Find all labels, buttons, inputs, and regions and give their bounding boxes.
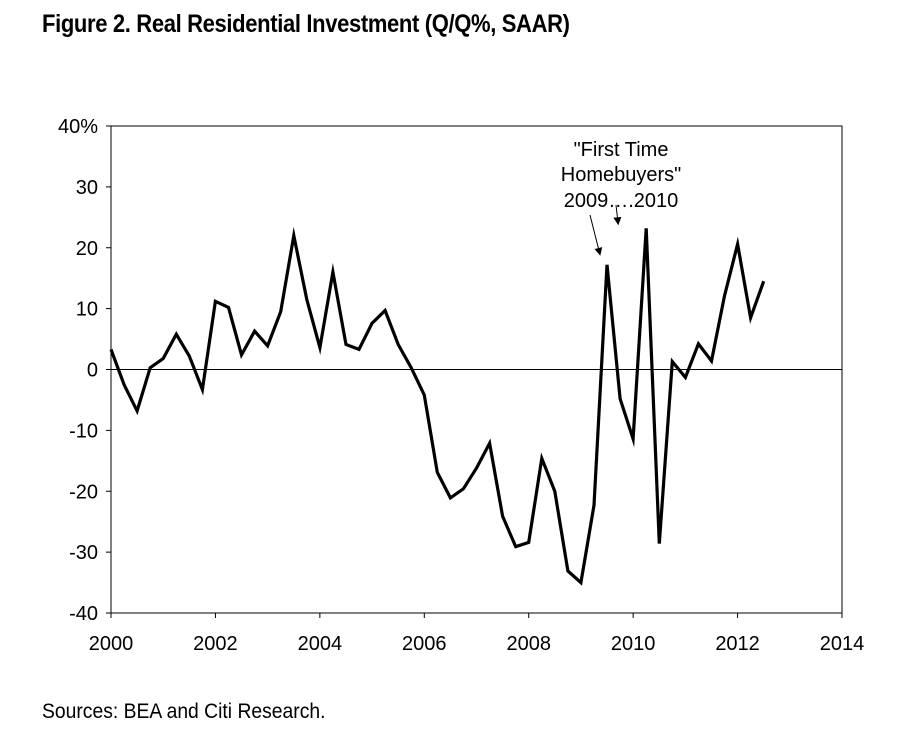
x-tick-label: 2008 [506, 633, 551, 655]
y-tick-label: 40% [58, 116, 98, 138]
annotation-arrow [613, 204, 622, 226]
x-tick-label: 2000 [89, 633, 134, 655]
x-tick-label: 2004 [298, 633, 343, 655]
y-tick-label: -20 [69, 481, 98, 503]
x-tick-label: 2014 [820, 633, 865, 655]
x-tick-label: 2002 [193, 633, 238, 655]
y-tick-label: -40 [69, 603, 98, 625]
y-tick-label: 10 [76, 299, 98, 321]
annotation-text-line: 2009….2010 [564, 190, 679, 212]
annotation-arrow [589, 214, 603, 256]
y-tick-label: -10 [69, 420, 98, 442]
source-note: Sources: BEA and Citi Research. [42, 700, 326, 723]
y-tick-label: 0 [87, 360, 98, 382]
series-line [109, 226, 766, 586]
x-tick-label: 2012 [715, 633, 760, 655]
x-tick-label: 2006 [402, 633, 447, 655]
annotation-text-line: "First Time [574, 139, 669, 161]
y-tick-label: -30 [69, 542, 98, 564]
line-chart: -40 -30 -20 -10 0 10 20 30 40% 2000 2002 2004 2006 20… [58, 116, 865, 655]
y-tick-label: 30 [76, 177, 98, 199]
annotation-text-line: Homebuyers" [561, 164, 681, 186]
x-tick-label: 2010 [611, 633, 656, 655]
y-tick-label: 20 [76, 238, 98, 260]
figure-title: Figure 2. Real Residential Investment (Q… [42, 10, 570, 38]
